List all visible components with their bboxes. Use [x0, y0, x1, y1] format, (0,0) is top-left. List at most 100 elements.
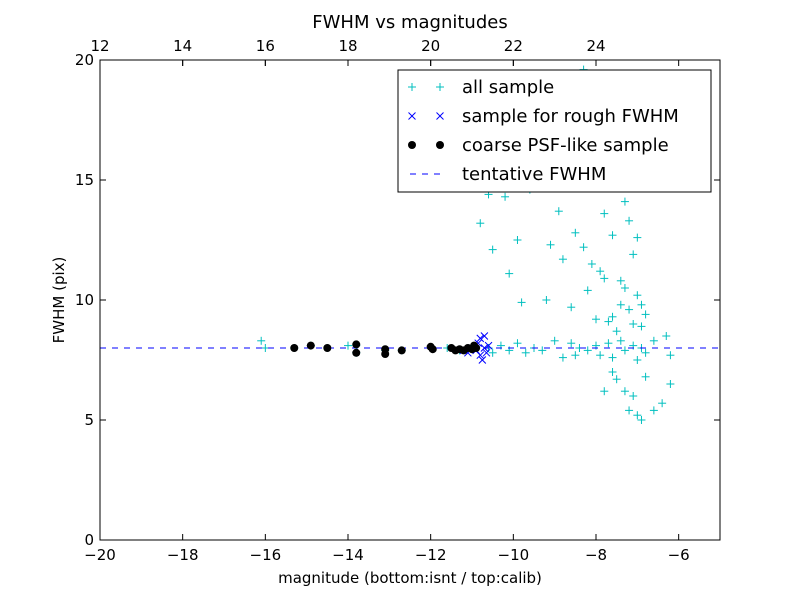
top-tick-label: 18: [338, 37, 357, 55]
all-sample-point: [666, 351, 675, 360]
all-sample-point: [583, 346, 592, 355]
all-sample-point: [641, 310, 650, 319]
all-sample-point: [542, 296, 551, 304]
x-axis-bottom: −20 −18 −16 −14 −12 −10 −8 −6: [84, 60, 690, 564]
legend: all sample sample for rough FWHM coarse …: [397, 69, 712, 193]
all-sample-point: [637, 416, 646, 424]
psf-like-point: [472, 344, 481, 352]
x-tick-label: −16: [250, 546, 282, 564]
x-tick-label: −18: [167, 546, 199, 564]
all-sample-point: [608, 231, 617, 240]
psf-like-point: [428, 345, 437, 354]
all-sample-point: [596, 267, 605, 276]
top-tick-label: 24: [586, 37, 605, 55]
rough-fwhm-point-b: [476, 334, 485, 343]
all-sample-point: [608, 368, 617, 376]
all-sample-point: [567, 339, 576, 348]
psf-like-point: [381, 350, 390, 358]
legend-label-psf-like: coarse PSF-like sample: [462, 135, 669, 156]
all-sample-point: [612, 375, 621, 384]
all-sample-point: [571, 351, 580, 360]
all-sample-point: [625, 305, 634, 314]
rough-fwhm-point-b: [484, 341, 493, 350]
rough-fwhm-point-b: [480, 332, 489, 340]
y-tick-label: 10: [75, 291, 94, 309]
all-sample-point: [629, 320, 638, 328]
legend-marker-rough-b-b: [436, 112, 444, 120]
all-sample-point: [257, 336, 266, 345]
all-sample-point: [637, 300, 646, 309]
series-psf-like: [290, 340, 481, 358]
y-tick-label: 5: [84, 411, 94, 429]
psf-like-point: [306, 341, 315, 350]
rough-fwhm-point: [480, 344, 489, 352]
all-sample-point: [641, 348, 650, 357]
legend-markers: [408, 83, 444, 175]
all-sample-point: [513, 236, 522, 244]
y-tick-label: 20: [75, 51, 94, 69]
all-sample-point: [620, 197, 629, 206]
all-sample-point: [501, 192, 510, 201]
all-sample-point: [587, 260, 596, 268]
y-tick-label: 15: [75, 171, 94, 189]
legend-marker-all-sample-a: [408, 83, 416, 91]
rough-fwhm-point: [480, 332, 489, 340]
all-sample-point: [620, 284, 629, 292]
all-sample-point: [641, 372, 650, 381]
all-sample-point: [629, 250, 638, 259]
legend-marker-rough-b: [436, 112, 444, 120]
all-sample-point: [625, 406, 634, 415]
top-tick-label: 20: [421, 37, 440, 55]
rough-fwhm-point: [476, 351, 485, 360]
all-sample-point: [488, 348, 497, 357]
x-axis-label: magnitude (bottom:isnt / top:calib): [278, 569, 542, 587]
all-sample-point: [344, 341, 352, 350]
x-tick-label: −6: [668, 546, 690, 564]
x-tick-label: −8: [585, 546, 607, 564]
rough-fwhm-point: [478, 356, 487, 364]
legend-label-all-sample: all sample: [462, 77, 554, 98]
all-sample-point: [521, 348, 530, 357]
y-axis: 0 5 10 15 20: [75, 51, 720, 549]
rough-fwhm-point: [476, 334, 485, 343]
rough-fwhm-point-b: [476, 351, 485, 360]
all-sample-point: [604, 317, 613, 326]
x-tick-label: −12: [415, 546, 447, 564]
psf-like-point: [323, 344, 332, 352]
all-sample-point: [538, 346, 547, 355]
all-sample-point: [505, 269, 514, 278]
rough-fwhm-point: [484, 341, 493, 350]
chart-title: FWHM vs magnitudes: [312, 12, 507, 33]
psf-like-point: [352, 340, 361, 349]
x-tick-label: −10: [498, 546, 530, 564]
all-sample-point: [488, 245, 497, 254]
legend-marker-all-sample-b: [436, 83, 444, 91]
all-sample-point: [633, 291, 642, 300]
all-sample-point: [558, 255, 567, 264]
legend-marker-rough-a-b: [408, 112, 416, 120]
all-sample-point: [596, 351, 605, 360]
all-sample-point: [550, 336, 559, 345]
all-sample-point: [662, 332, 671, 340]
all-sample-point: [476, 219, 485, 228]
psf-like-point: [352, 348, 361, 357]
y-axis-label: FWHM (pix): [50, 257, 68, 344]
top-tick-label: 22: [504, 37, 523, 55]
rough-fwhm-point-b: [482, 348, 491, 357]
legend-marker-psf-b: [436, 141, 444, 149]
all-sample-point: [620, 387, 629, 396]
all-sample-point: [608, 312, 617, 321]
legend-marker-rough-a: [408, 112, 416, 120]
all-sample-point: [633, 356, 642, 364]
all-sample-point: [579, 243, 588, 252]
psf-like-point: [397, 346, 406, 355]
all-sample-point: [616, 336, 625, 345]
all-sample-point: [558, 353, 567, 362]
legend-label-rough-fwhm: sample for rough FWHM: [462, 106, 679, 127]
all-sample-point: [608, 353, 617, 362]
all-sample-point: [616, 276, 625, 285]
all-sample-point: [517, 298, 526, 307]
all-sample-point: [633, 411, 642, 420]
all-sample-point: [546, 240, 555, 249]
